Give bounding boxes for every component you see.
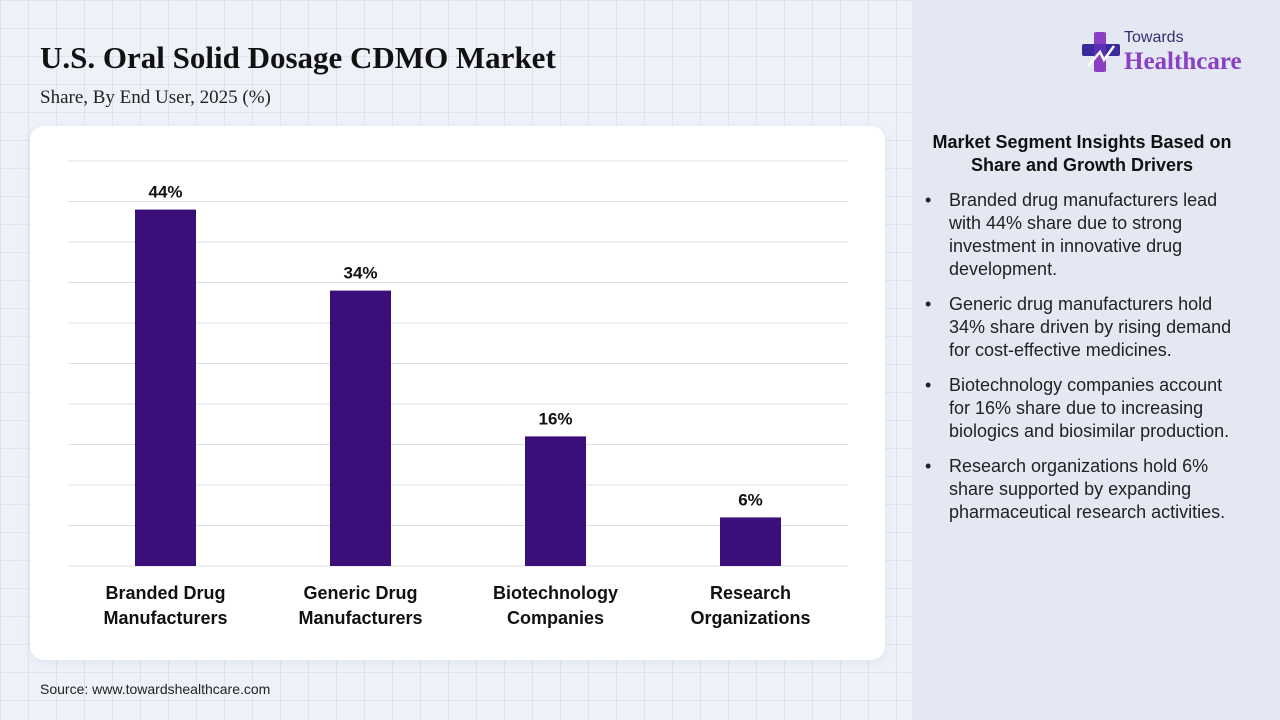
data-label: 16% xyxy=(538,409,572,428)
brand-logo: Towards Healthcare xyxy=(1080,28,1255,78)
logo-text-towards: Towards xyxy=(1124,29,1184,46)
insight-item: • Biotechnology companies account for 16%… xyxy=(925,375,1230,441)
data-label: 6% xyxy=(738,490,763,509)
insight-item: • Branded drug manufacturers lead with 44… xyxy=(925,190,1218,279)
bullet-icon: • xyxy=(925,375,932,395)
chart-card: 44% Branded Drug Manufacturers 34% Generic D… xyxy=(30,126,885,660)
logo-text-healthcare: Healthcare xyxy=(1124,48,1242,75)
insights-panel xyxy=(912,0,1280,720)
category-label: Organizations xyxy=(690,608,810,628)
category-label: Manufacturers xyxy=(103,608,227,628)
insights-list: • Branded drug manufacturers lead with 44… xyxy=(925,189,1245,536)
page-subtitle: Share, By End User, 2025 (%) xyxy=(40,87,271,108)
category-label: Branded Drug xyxy=(105,583,225,603)
cross-logo-icon xyxy=(1082,32,1120,72)
insight-item: • Research organizations hold 6% share su… xyxy=(925,456,1226,522)
category-label: Research xyxy=(710,583,791,603)
data-label: 44% xyxy=(148,183,182,202)
bar-chart: 44% Branded Drug Manufacturers 34% Generic D… xyxy=(68,160,848,628)
bullet-icon: • xyxy=(925,294,932,314)
bullet-icon: • xyxy=(925,190,932,210)
source-note: Source: www.towardshealthcare.com xyxy=(40,681,271,697)
insight-item: • Generic drug manufacturers hold 34% sha… xyxy=(925,294,1232,360)
bullet-icon: • xyxy=(925,456,932,476)
page-title: U.S. Oral Solid Dosage CDMO Market xyxy=(40,40,556,75)
category-label: Biotechnology xyxy=(493,583,618,603)
bar xyxy=(720,517,781,566)
bar xyxy=(135,209,196,566)
category-label: Companies xyxy=(507,608,604,628)
bar xyxy=(330,290,391,566)
category-label: Generic Drug xyxy=(303,583,417,603)
data-label: 34% xyxy=(343,264,377,283)
bar xyxy=(525,436,586,566)
category-label: Manufacturers xyxy=(298,608,422,628)
insights-title: Market Segment Insights Based on Share a… xyxy=(932,132,1232,175)
